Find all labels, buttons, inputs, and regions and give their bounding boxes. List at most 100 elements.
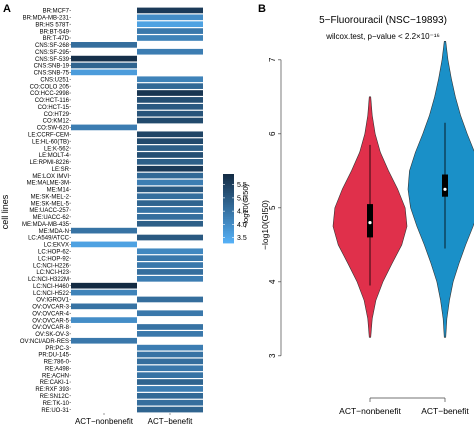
heatmap-row-label: ME:UACC-62 <box>33 215 70 221</box>
legend-gradient-step <box>223 230 234 234</box>
violin-median-dot <box>368 221 372 225</box>
heatmap-cell <box>137 97 203 103</box>
heatmap-row-label: LC:A549/ATCC <box>28 236 70 242</box>
violin-box <box>367 204 373 238</box>
heatmap-cell <box>137 138 203 145</box>
legend-gradient-step <box>223 210 234 213</box>
heatmap-cell <box>137 207 203 213</box>
heatmap-row-label: CO:HCT-15 <box>38 105 70 111</box>
heatmap-cell <box>137 179 203 186</box>
heatmap-cell <box>137 103 203 110</box>
legend-gradient-step <box>223 234 234 237</box>
legend-gradient-step <box>223 175 234 178</box>
heatmap-row-label: CNS:SF-268 <box>35 43 70 49</box>
legend-tick-label: 5.5 <box>237 182 247 189</box>
heatmap-cell <box>137 296 203 303</box>
heatmap-row-label: LC:NCI-H460 <box>33 284 70 290</box>
legend-gradient-step <box>223 208 234 211</box>
heatmap-cell <box>71 337 137 344</box>
violin-panel: 5−Fluorouracil (NSC−19893) wilcox.test, … <box>260 15 474 416</box>
legend-gradient-step <box>223 229 234 232</box>
heatmap-legend: −log10(GI50) 5.5 5.0 4.5 4.0 3.5 <box>223 174 250 244</box>
heatmap-cell <box>71 124 137 131</box>
heatmap-cell <box>137 392 203 399</box>
violin-y-axis-label: −log10(GI50) <box>260 200 270 250</box>
legend-gradient-step <box>223 184 234 187</box>
heatmap-cell <box>137 7 203 14</box>
heatmap-cell <box>137 110 203 117</box>
heatmap-cell <box>137 145 203 151</box>
heatmap-row-label: OV:OVCAR-8 <box>32 325 69 331</box>
legend-gradient-step <box>223 232 234 235</box>
heatmap-row-label: CO:KM12 <box>43 119 70 125</box>
heatmap-row-label: RE:SN12C <box>40 394 70 400</box>
heatmap-row-label: OV:OVCAR-3 <box>32 305 69 311</box>
heatmap-row-label: LE:MOLT-4 <box>39 153 70 159</box>
heatmap-cell <box>71 42 137 48</box>
heatmap-cell <box>137 186 203 193</box>
heatmap-cell <box>71 317 137 323</box>
heatmap-cell <box>137 193 203 200</box>
heatmap-row-label: BR:HS 578T <box>35 22 69 28</box>
violin-shapes <box>332 41 474 338</box>
legend-gradient-step <box>223 199 234 203</box>
heatmap-row-label: LC:HOP-92 <box>38 256 70 262</box>
heatmap-cell <box>137 379 203 385</box>
heatmap-row-label: CO:HT29 <box>44 112 70 118</box>
violin-axes: 3 4 5 6 7 ACT−nonbenefit ACT−benefit <box>268 57 469 416</box>
heatmap-row-label: ME:M14 <box>47 188 70 194</box>
heatmap-row-label: LE:RPMI-8226 <box>30 160 70 166</box>
heatmap-cell <box>71 303 137 310</box>
heatmap-cell <box>71 282 137 289</box>
heatmap-cell <box>137 234 203 241</box>
legend-gradient-step <box>223 177 234 180</box>
legend-gradient-step <box>223 196 234 199</box>
heatmap-row-label: BR:BT-549 <box>40 29 70 35</box>
legend-gradient-step <box>223 222 234 225</box>
heatmap-cell <box>137 372 203 378</box>
legend-gradient-step <box>223 180 234 184</box>
heatmap-row-label: BR:MDA-MB-231 <box>23 16 70 22</box>
heatmap-row-label: LE:CCRF-CEM <box>28 133 69 139</box>
heatmap-cell <box>137 158 203 165</box>
heatmap-row-label: CO:HCC-2998 <box>30 91 70 97</box>
violin-y-tick-label: 3 <box>268 353 277 358</box>
heatmap-row-label: CNS:SNB-19 <box>34 64 70 70</box>
heatmap-cell <box>137 344 203 351</box>
heatmap-row-label: CNS:SF-539 <box>35 57 70 63</box>
legend-gradient-step <box>223 224 234 227</box>
heatmap-row-label: OV:NCI/ADR-RES <box>20 339 69 345</box>
heatmap-cell <box>137 152 203 158</box>
heatmap-row-label: LC:NCI-H522 <box>33 291 70 297</box>
heatmap-column-label: ACT−nonbenefit <box>75 417 134 426</box>
violin-subtitle: wilcox.test, p−value < 2.2×10⁻¹⁶ <box>325 32 440 41</box>
heatmap-row-label: RE:ACHN <box>42 373 69 379</box>
heatmap-cell <box>137 255 203 262</box>
heatmap-cell <box>137 248 203 255</box>
heatmap-cell <box>137 220 203 227</box>
heatmap-row-label: RE:786-0 <box>44 360 70 366</box>
legend-gradient-step <box>223 179 234 182</box>
legend-gradient-step <box>223 201 234 204</box>
heatmap-cell <box>137 269 203 275</box>
heatmap-cell <box>71 289 137 296</box>
heatmap-cell <box>137 35 203 41</box>
legend-tick-label: 3.5 <box>237 235 247 242</box>
panel-label-b: B <box>258 3 266 15</box>
heatmap-row-label: CNS:U251 <box>40 77 69 83</box>
heatmap-cell <box>137 331 203 337</box>
heatmap-row-label: PR:DU-145 <box>38 353 69 359</box>
heatmap-cell <box>71 227 137 234</box>
legend-tick-label: 4.5 <box>237 209 247 216</box>
heatmap-row-label: RE:CAKI-1 <box>40 380 70 386</box>
heatmap-row-label: LC:HOP-62 <box>38 249 70 255</box>
legend-gradient-step <box>223 203 234 206</box>
heatmap-cell <box>137 200 203 206</box>
heatmap-row-label: OV:IGROV1 <box>36 298 69 304</box>
heatmap-cell <box>137 83 203 89</box>
heatmap-cell <box>137 117 203 124</box>
heatmap-row-label: LC:EKVX <box>44 243 69 249</box>
heatmap-cell <box>137 358 203 365</box>
heatmap-cell <box>137 386 203 392</box>
